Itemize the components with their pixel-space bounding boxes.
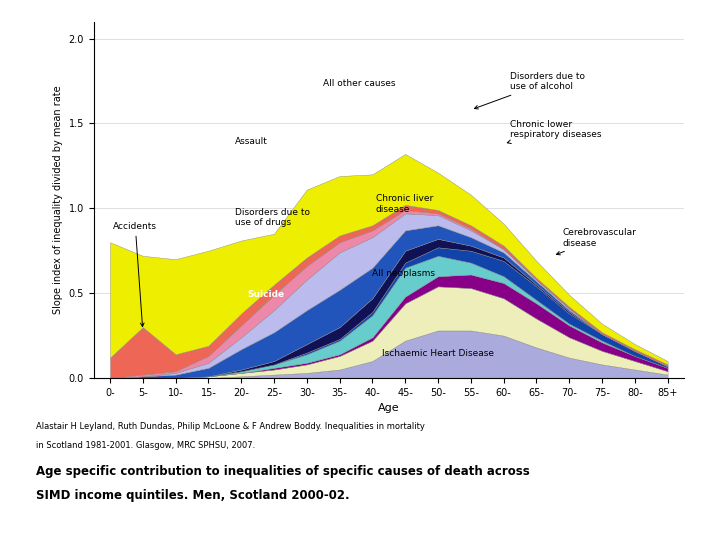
Text: Disorders due to
use of alcohol: Disorders due to use of alcohol [474, 72, 585, 109]
Text: All neoplasms: All neoplasms [372, 269, 436, 278]
X-axis label: Age: Age [378, 403, 400, 413]
Text: Assault: Assault [235, 137, 268, 146]
Text: All other causes: All other causes [323, 79, 396, 88]
Text: Cerebrovascular
disease: Cerebrovascular disease [557, 228, 636, 255]
Text: Suicide: Suicide [248, 289, 285, 299]
Text: Age specific contribution to inequalities of specific causes of death across: Age specific contribution to inequalitie… [36, 465, 530, 478]
Text: SIMD income quintiles. Men, Scotland 2000-02.: SIMD income quintiles. Men, Scotland 200… [36, 489, 350, 503]
Y-axis label: Slope index of inequality divided by mean rate: Slope index of inequality divided by mea… [53, 85, 63, 314]
Text: Chronic liver
disease: Chronic liver disease [376, 194, 433, 214]
Text: Ischaemic Heart Disease: Ischaemic Heart Disease [382, 349, 494, 358]
Text: Accidents: Accidents [113, 221, 157, 327]
Text: Alastair H Leyland, Ruth Dundas, Philip McLoone & F Andrew Boddy. Inequalities i: Alastair H Leyland, Ruth Dundas, Philip … [36, 422, 425, 431]
Text: in Scotland 1981-2001. Glasgow, MRC SPHSU, 2007.: in Scotland 1981-2001. Glasgow, MRC SPHS… [36, 441, 256, 450]
Text: Chronic lower
respiratory diseases: Chronic lower respiratory diseases [508, 119, 602, 144]
Text: Disorders due to
use of drugs: Disorders due to use of drugs [235, 208, 310, 227]
